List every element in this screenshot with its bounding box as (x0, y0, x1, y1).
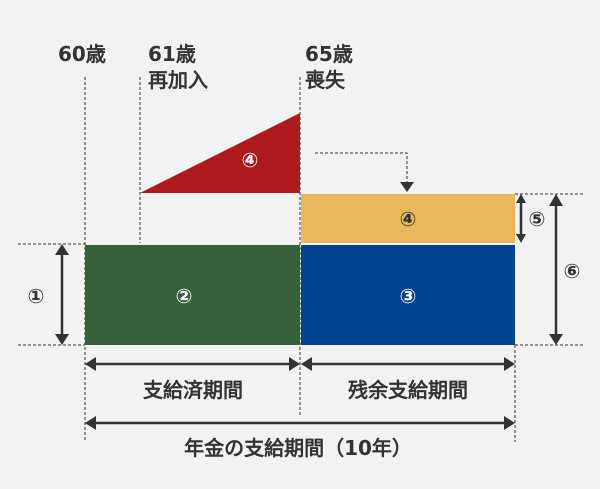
marker-1: ① (28, 284, 45, 308)
marker-4-block: ④ (400, 207, 417, 231)
label-age60: 60歳 (58, 42, 106, 66)
label-age65: 65歳 (305, 42, 353, 66)
marker-6: ⑥ (564, 259, 581, 283)
label-age61: 61歳 (148, 42, 196, 66)
marker-4-triangle: ④ (242, 148, 259, 172)
transfer-arrow-head (400, 182, 414, 192)
marker-5: ⑤ (529, 207, 546, 231)
added-triangle (140, 113, 300, 193)
label-loss: 喪失 (305, 68, 346, 92)
added-block (301, 194, 515, 243)
paid-block (85, 245, 300, 345)
arrow-remaining-period (301, 357, 515, 371)
transfer-arrow (315, 152, 408, 182)
arrow-5 (516, 194, 526, 243)
remaining-block (301, 245, 515, 345)
marker-2: ② (176, 284, 193, 308)
marker-3: ③ (400, 284, 417, 308)
label-paid-period: 支給済期間 (143, 378, 243, 402)
label-rejoin: 再加入 (148, 68, 208, 92)
arrow-paid-period (85, 357, 300, 371)
label-remaining-period: 残余支給期間 (348, 378, 468, 402)
arrow-1 (55, 244, 69, 345)
arrow-total-period (85, 416, 515, 430)
label-total-period: 年金の支給期間（10年） (184, 436, 412, 460)
arrow-6 (549, 194, 563, 345)
